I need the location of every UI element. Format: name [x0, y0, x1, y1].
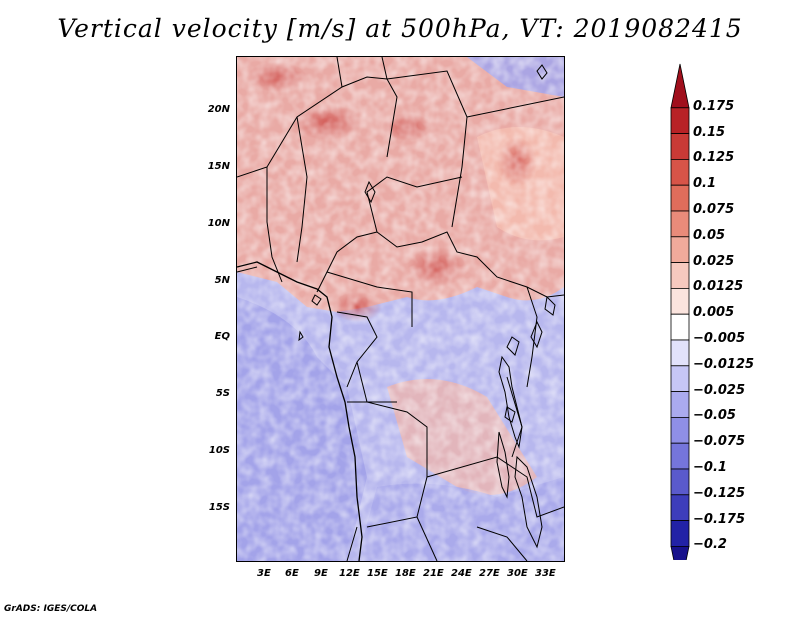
- colorbar-segment: [670, 468, 690, 496]
- colorbar-label: 0.075: [693, 202, 735, 217]
- lon-label-3e: 3E: [257, 568, 271, 579]
- colorbar-label: 0.175: [693, 98, 735, 114]
- colorbar-segment: [670, 313, 690, 341]
- coastline: [237, 261, 363, 561]
- lon-label-6e: 6E: [285, 568, 299, 579]
- lon-label-9e: 9E: [314, 568, 328, 579]
- colorbar-segment: [670, 287, 690, 315]
- lon-label-15e: 15E: [367, 568, 388, 579]
- lon-label-21e: 21E: [423, 568, 444, 579]
- colorbar-label: −0.005: [693, 331, 746, 346]
- colorbar-label: −0.0125: [693, 356, 755, 372]
- velocity-field-map: [237, 57, 564, 561]
- lat-label-20n: 20N: [207, 104, 230, 115]
- grads-credit: GrADS: IGES/COLA: [4, 604, 98, 614]
- colorbar-segment: [670, 184, 690, 212]
- colorbar-segment: [670, 545, 690, 560]
- colorbar-segment: [670, 365, 690, 392]
- lon-label-12e: 12E: [339, 568, 360, 579]
- lat-label-10n: 10N: [207, 218, 230, 229]
- colorbar-segment: [670, 159, 690, 186]
- lon-label-24e: 24E: [451, 568, 472, 579]
- colorbar-label: −0.075: [693, 434, 746, 450]
- lon-label-27e: 27E: [479, 568, 500, 579]
- lon-label-30e: 30E: [507, 568, 528, 579]
- colorbar-segment: [670, 107, 690, 134]
- lat-label-15n: 15N: [207, 161, 230, 172]
- colorbar-label: 0.125: [693, 150, 735, 166]
- lat-label-5n: 5N: [214, 275, 230, 286]
- colorbar-label: 0.15: [693, 124, 726, 140]
- colorbar-segment: [670, 442, 690, 470]
- colorbar-label: −0.1: [693, 460, 727, 475]
- colorbar-label: −0.025: [693, 382, 746, 398]
- colorbar-segment: [670, 63, 690, 109]
- colorbar-segment: [670, 262, 690, 289]
- country-borders: [237, 57, 564, 561]
- colorbar-label: 0.025: [693, 253, 735, 269]
- lakes: [298, 64, 556, 549]
- colorbar-label: 0.0125: [693, 279, 744, 295]
- colorbar-label: 0.005: [693, 305, 735, 321]
- colorbar-segment: [670, 494, 690, 521]
- colorbar-label: −0.05: [693, 408, 736, 424]
- colorbar-segment: [670, 391, 690, 418]
- colorbar-label: 0.1: [693, 176, 717, 192]
- colorbar-segment: [670, 520, 690, 547]
- colorbar-segment: [670, 133, 690, 160]
- colorbar-segment: [670, 236, 690, 264]
- colorbar-label: −0.175: [693, 511, 746, 527]
- colorbar-label: −0.2: [693, 537, 727, 553]
- lat-label-5s: 5S: [215, 388, 230, 399]
- lon-label-33e: 33E: [535, 568, 556, 579]
- field-texture: [237, 57, 564, 561]
- colorbar-segment: [670, 339, 690, 367]
- lat-label-15s: 15S: [208, 502, 230, 513]
- colorbar-segment: [670, 416, 690, 444]
- colorbar-label: 0.05: [693, 227, 726, 243]
- map-panel: [236, 56, 565, 562]
- lon-label-18e: 18E: [395, 568, 416, 579]
- lat-label-eq: EQ: [214, 331, 230, 342]
- colorbar-label: −0.125: [693, 485, 746, 501]
- lat-label-10s: 10S: [208, 445, 230, 456]
- colorbar-segment: [670, 210, 690, 238]
- map-title: Vertical velocity [m/s] at 500hPa, VT: 2…: [57, 14, 743, 43]
- colorbar: [670, 63, 690, 560]
